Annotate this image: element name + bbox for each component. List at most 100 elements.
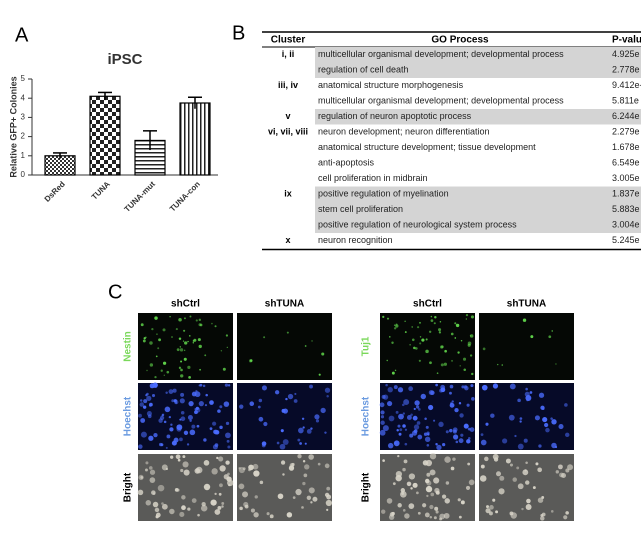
cell [155, 512, 161, 518]
cell [158, 442, 163, 447]
cell [542, 417, 548, 423]
cell [324, 463, 330, 469]
cell [409, 433, 414, 438]
cell [214, 492, 217, 496]
cell [171, 399, 175, 403]
go-process: regulation of cell death [318, 65, 409, 75]
cell [301, 417, 305, 420]
cell [303, 473, 308, 478]
go-process: anatomical structure development; tissue… [318, 142, 536, 152]
cell [395, 410, 399, 414]
cell [310, 501, 313, 504]
cell [551, 419, 557, 425]
cell [170, 455, 174, 459]
cell [149, 402, 153, 407]
cell [219, 465, 226, 472]
cell [238, 483, 245, 490]
cell [433, 419, 436, 422]
cell [381, 394, 386, 399]
cell [226, 346, 228, 349]
cell [450, 466, 455, 471]
image-bg [479, 313, 574, 380]
cell [189, 315, 192, 318]
cell [455, 440, 459, 444]
cell [226, 439, 230, 443]
p-value: 3.005e [612, 173, 640, 183]
p-value: 1.837e [612, 189, 640, 199]
cell [517, 398, 521, 403]
cell [529, 391, 533, 394]
cell [201, 502, 206, 507]
cell [145, 393, 148, 397]
cell [403, 459, 408, 464]
cell [408, 503, 415, 509]
cell [396, 429, 399, 432]
cell [442, 443, 446, 447]
y-tick-label: 0 [21, 170, 26, 179]
cell [306, 495, 312, 500]
cell [392, 482, 396, 486]
cell [443, 362, 448, 366]
cell [158, 418, 163, 423]
cell [280, 460, 286, 465]
p-value: 1.678e [612, 142, 640, 152]
cell [386, 498, 393, 504]
cell [565, 511, 569, 515]
cell [409, 343, 412, 346]
cell [397, 455, 400, 458]
cell [381, 509, 386, 514]
cell [426, 431, 430, 435]
p-value: 5.883e [612, 204, 640, 214]
cell [183, 349, 186, 352]
row-label: Bright [361, 472, 372, 502]
cell [445, 430, 449, 434]
cell [309, 384, 313, 389]
cell [173, 437, 179, 443]
cell [444, 498, 450, 504]
cell [186, 443, 190, 446]
cell [426, 480, 432, 486]
cell [191, 498, 197, 504]
cell [225, 432, 231, 439]
cell [443, 512, 450, 519]
cell [481, 384, 488, 391]
cell [154, 375, 157, 379]
cell [558, 464, 563, 470]
cell [501, 364, 504, 366]
cell [301, 506, 304, 509]
cell [426, 443, 430, 447]
cell [465, 318, 467, 320]
cell [253, 470, 260, 477]
cell [143, 337, 146, 340]
cell [177, 458, 181, 462]
cell [202, 384, 206, 388]
cell [551, 442, 557, 449]
cell [440, 363, 444, 367]
cell [153, 433, 158, 438]
cell [545, 427, 550, 433]
cell [424, 512, 430, 518]
cell [455, 323, 460, 328]
cell [258, 416, 264, 422]
cell [169, 427, 174, 432]
cell [140, 431, 147, 438]
cell [196, 424, 200, 428]
micrograph [380, 452, 475, 521]
cell [219, 425, 223, 430]
y-tick-label: 3 [21, 113, 26, 122]
cell [182, 455, 186, 459]
cell [522, 318, 527, 322]
cell [429, 452, 437, 460]
cell [165, 391, 168, 395]
cell [304, 464, 310, 470]
cell [169, 316, 171, 318]
cell [429, 361, 432, 365]
cell [452, 429, 457, 434]
cell [279, 443, 286, 450]
cell [439, 517, 443, 521]
cell [550, 417, 553, 420]
cell [263, 421, 268, 427]
cell [402, 403, 405, 407]
